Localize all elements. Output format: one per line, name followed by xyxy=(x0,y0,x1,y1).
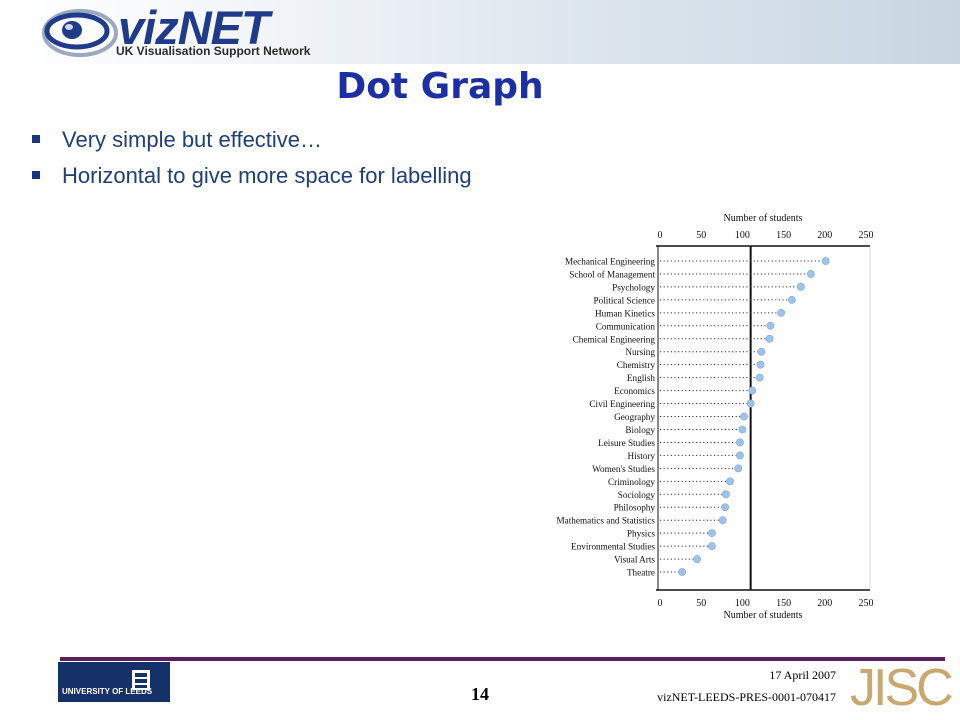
category-label: Mechanical Engineering xyxy=(565,257,655,267)
data-point xyxy=(721,503,729,512)
university-of-leeds-logo: UNIVERSITY OF LEEDS xyxy=(58,662,170,702)
category-label: English xyxy=(627,373,655,383)
category-label: Chemical Engineering xyxy=(573,334,656,344)
data-point xyxy=(756,360,765,369)
data-point xyxy=(777,308,786,317)
data-point xyxy=(787,295,796,304)
data-point xyxy=(738,425,747,434)
dot-graph-chart: Number of students Number of students 0 0 50… xyxy=(557,213,874,621)
viznet-logo-icon xyxy=(42,9,118,57)
data-point xyxy=(806,270,815,278)
category-label: Human Kinetics xyxy=(595,308,655,318)
category-label: Philosophy xyxy=(614,503,656,513)
data-point xyxy=(797,283,805,291)
bullet-item: Horizontal to give more space for labell… xyxy=(32,162,502,190)
data-point xyxy=(746,399,755,408)
x-tick-label-top: 0 xyxy=(658,230,663,241)
data-point xyxy=(678,568,687,576)
bullet-text: Very simple but effective… xyxy=(62,127,323,152)
category-label: Communication xyxy=(596,321,656,331)
category-label: Geography xyxy=(614,412,655,422)
data-point xyxy=(736,438,744,447)
category-label: Mathematics and Statistics xyxy=(557,516,656,526)
square-bullet-icon xyxy=(32,171,40,179)
data-point xyxy=(748,386,757,395)
category-label: Visual Arts xyxy=(614,555,655,565)
x-tick-label-top: 100 xyxy=(735,230,750,241)
category-label: Chemistry xyxy=(617,360,656,370)
category-label: Nursing xyxy=(625,347,655,357)
data-point xyxy=(821,257,830,265)
logo-subtitle: UK Visualisation Support Network xyxy=(116,44,311,58)
category-label: Criminology xyxy=(608,477,655,487)
data-point xyxy=(757,347,766,356)
category-label: Sociology xyxy=(618,490,656,500)
category-label: Psychology xyxy=(612,282,655,292)
data-point xyxy=(722,490,730,499)
data-point xyxy=(693,555,701,563)
x-tick-label-bottom: 100 xyxy=(735,598,750,609)
data-point xyxy=(766,321,775,330)
data-point xyxy=(740,412,748,421)
data-point xyxy=(718,516,727,525)
category-label: Leisure Studies xyxy=(598,438,655,448)
data-point xyxy=(708,542,716,551)
leeds-crest-icon xyxy=(132,670,150,690)
category-label: Political Science xyxy=(594,295,656,305)
x-axis-title-top: Number of students xyxy=(724,213,803,224)
x-tick-label-bottom: 0 xyxy=(658,598,663,609)
jisc-logo: JISC xyxy=(850,659,954,717)
category-label: Civil Engineering xyxy=(589,399,655,409)
data-point xyxy=(736,451,744,460)
page-number: 14 xyxy=(471,684,489,704)
data-point xyxy=(755,373,764,382)
slide-title: Dot Graph xyxy=(336,66,544,107)
x-tick-label-top: 50 xyxy=(696,230,706,241)
header-banner: vizNET UK Visualisation Support Network xyxy=(0,0,960,64)
x-tick-label-bottom: 50 xyxy=(696,598,706,609)
x-tick-label-top: 250 xyxy=(859,230,874,241)
category-label: History xyxy=(627,451,655,461)
bullet-text: Horizontal to give more space for labell… xyxy=(62,163,472,188)
bullet-list: Very simple but effective… Horizontal to… xyxy=(32,126,502,198)
data-point xyxy=(734,464,743,473)
document-id: vizNET-LEEDS-PRES-0001-070417 xyxy=(657,690,836,704)
category-label: Theatre xyxy=(627,568,655,578)
category-label: Biology xyxy=(625,425,655,435)
category-label: Economics xyxy=(614,386,655,396)
x-tick-label-bottom: 150 xyxy=(776,598,791,609)
footer-divider xyxy=(60,657,945,661)
data-point xyxy=(765,334,774,343)
category-label: Women's Studies xyxy=(592,464,655,474)
square-bullet-icon xyxy=(32,135,40,143)
category-label: School of Management xyxy=(569,269,655,279)
x-tick-label-bottom: 250 xyxy=(859,598,874,609)
category-label: Physics xyxy=(627,529,656,539)
bullet-item: Very simple but effective… xyxy=(32,126,502,154)
x-tick-label-top: 150 xyxy=(776,230,791,241)
logo-text: vizNET xyxy=(118,1,270,54)
x-tick-label-bottom: 200 xyxy=(817,598,832,609)
data-point xyxy=(708,529,716,538)
data-point xyxy=(726,477,734,486)
university-name: UNIVERSITY OF LEEDS xyxy=(62,687,153,696)
x-tick-label-top: 200 xyxy=(817,230,832,241)
category-label: Environmental Studies xyxy=(571,542,655,552)
presentation-date: 17 April 2007 xyxy=(769,668,836,682)
x-axis-title-bottom: Number of students xyxy=(724,610,803,621)
